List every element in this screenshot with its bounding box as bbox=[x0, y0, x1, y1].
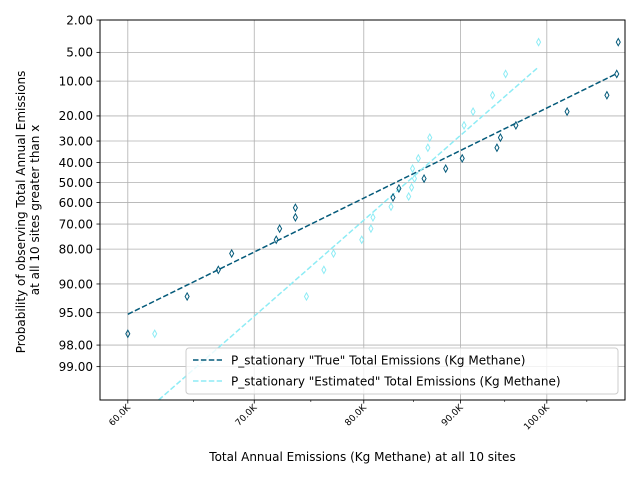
data-point-estimated bbox=[368, 224, 374, 234]
y-tick-label: 5.00 bbox=[66, 46, 93, 60]
legend-box bbox=[185, 347, 619, 395]
data-point-estimated bbox=[406, 191, 412, 202]
data-point-estimated bbox=[409, 163, 416, 174]
data-point-true bbox=[513, 120, 519, 130]
data-point-estimated bbox=[330, 248, 337, 259]
data-point-estimated bbox=[489, 90, 496, 100]
data-point-true bbox=[614, 69, 620, 79]
data-point-true bbox=[396, 183, 402, 194]
legend-label-true: P_stationary "True" Total Emissions (Kg … bbox=[231, 354, 525, 368]
data-point-true bbox=[459, 153, 465, 163]
y-axis-label-line-1: Probability of observing Total Annual Em… bbox=[14, 71, 28, 354]
y-tick-label: 98.00 bbox=[59, 338, 93, 352]
data-point-estimated bbox=[411, 173, 418, 184]
y-tick-label: 60.00 bbox=[59, 196, 93, 210]
data-point-true bbox=[615, 37, 621, 47]
legend: P_stationary "True" Total Emissions (Kg … bbox=[185, 347, 619, 395]
legend-label-estimated: P_stationary "Estimated" Total Emissions… bbox=[231, 375, 561, 389]
data-point-true bbox=[277, 224, 283, 234]
x-axis-label: Total Annual Emissions (Kg Methane) at a… bbox=[208, 450, 515, 464]
data-point-estimated bbox=[470, 106, 476, 117]
y-tick-label: 70.00 bbox=[59, 217, 93, 231]
data-point-estimated bbox=[409, 182, 415, 193]
data-point-true bbox=[215, 265, 221, 275]
fit-line-true bbox=[127, 73, 617, 315]
y-axis-label: Probability of observing Total Annual Em… bbox=[14, 67, 42, 353]
data-point-estimated bbox=[359, 235, 365, 245]
y-tick-label: 40.00 bbox=[59, 156, 93, 170]
data-point-true bbox=[494, 143, 500, 153]
data-point-estimated bbox=[321, 265, 327, 275]
data-point-true bbox=[273, 235, 279, 245]
data-point-true bbox=[421, 173, 427, 184]
y-tick-label: 30.00 bbox=[59, 134, 93, 148]
data-point-true bbox=[292, 212, 298, 222]
y-tick-label: 50.00 bbox=[59, 176, 93, 190]
plot-frame bbox=[99, 19, 626, 401]
data-point-true bbox=[564, 106, 570, 117]
data-point-estimated bbox=[461, 120, 467, 130]
data-point-estimated bbox=[536, 37, 542, 47]
data-point-estimated bbox=[425, 143, 431, 153]
y-tick-label: 90.00 bbox=[59, 277, 93, 291]
y-tick-label: 99.00 bbox=[59, 360, 93, 374]
data-point-estimated bbox=[388, 202, 394, 212]
y-axis-label-line-2: at all 10 sites greater than x bbox=[28, 125, 42, 296]
data-point-true bbox=[292, 203, 298, 213]
y-axis-ticks: 2.00 5.00 10.00 20.00 30.00 40.00 50.00 60.00 70… bbox=[59, 13, 100, 374]
data-point-true bbox=[229, 248, 235, 259]
data-point-true bbox=[604, 90, 610, 100]
fit-line-layer bbox=[127, 66, 617, 401]
data-point-estimated bbox=[415, 153, 421, 163]
data-point-estimated bbox=[152, 329, 158, 339]
data-point-estimated bbox=[370, 212, 376, 222]
data-point-estimated bbox=[303, 291, 310, 302]
y-tick-label: 2.00 bbox=[66, 13, 93, 27]
scatter-points-layer bbox=[125, 37, 621, 339]
y-tick-label: 95.00 bbox=[59, 306, 93, 320]
y-tick-label: 80.00 bbox=[59, 242, 93, 256]
data-point-estimated bbox=[503, 69, 509, 79]
y-tick-label: 10.00 bbox=[59, 74, 93, 88]
grid-layer bbox=[100, 19, 625, 400]
data-point-estimated bbox=[427, 132, 433, 143]
data-point-true bbox=[390, 192, 396, 203]
data-point-true bbox=[497, 132, 503, 143]
data-point-true bbox=[443, 163, 449, 174]
y-tick-label: 20.00 bbox=[59, 109, 93, 123]
data-point-true bbox=[184, 291, 190, 302]
data-point-true bbox=[125, 329, 131, 339]
fit-line-estimated bbox=[158, 66, 540, 401]
